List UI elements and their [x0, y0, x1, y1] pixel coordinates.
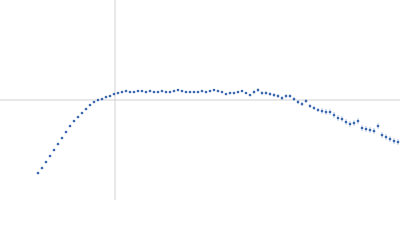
point [96, 98, 100, 102]
point [344, 120, 348, 124]
point [120, 90, 124, 94]
point [348, 122, 352, 126]
point [212, 88, 216, 92]
point [396, 140, 400, 144]
point [104, 95, 108, 99]
point [336, 116, 340, 120]
point [136, 89, 140, 93]
point [152, 90, 156, 94]
point [236, 90, 240, 94]
point [328, 110, 332, 114]
point [40, 166, 44, 170]
point [192, 90, 196, 94]
point [208, 89, 212, 93]
point [260, 91, 264, 95]
chart [0, 0, 400, 200]
point [48, 154, 52, 158]
point [244, 91, 248, 95]
point [248, 93, 252, 97]
point [92, 100, 96, 104]
point [296, 100, 300, 104]
point [124, 89, 128, 93]
point [224, 92, 228, 96]
point [196, 90, 200, 94]
point [76, 115, 80, 119]
point [200, 89, 204, 93]
point [204, 90, 208, 94]
point [312, 106, 316, 110]
point [308, 104, 312, 108]
point [148, 89, 152, 93]
point [216, 89, 220, 93]
point [392, 139, 396, 143]
point [232, 91, 236, 95]
point [132, 90, 136, 94]
point [160, 89, 164, 93]
point [168, 90, 172, 94]
point [72, 119, 76, 123]
point [116, 91, 120, 95]
point [60, 136, 64, 140]
point [188, 90, 192, 94]
point [276, 94, 280, 98]
point [176, 88, 180, 92]
point [156, 90, 160, 94]
point [360, 126, 364, 130]
point [352, 121, 356, 125]
point [376, 124, 380, 128]
point [128, 90, 132, 94]
point [368, 128, 372, 132]
point [52, 148, 56, 152]
point [44, 160, 48, 164]
point [288, 94, 292, 98]
point [144, 90, 148, 94]
point [112, 92, 116, 96]
point [332, 113, 336, 117]
point [268, 92, 272, 96]
point [172, 89, 176, 93]
point [240, 89, 244, 93]
point [292, 97, 296, 101]
point [272, 93, 276, 97]
point [68, 124, 72, 128]
point [80, 111, 84, 115]
point [100, 97, 104, 101]
point [252, 90, 256, 94]
point [304, 99, 308, 103]
point [356, 119, 360, 123]
point [108, 94, 112, 98]
point [320, 109, 324, 113]
point [316, 108, 320, 112]
point [264, 91, 268, 95]
point [164, 90, 168, 94]
point [84, 107, 88, 111]
point [88, 103, 92, 107]
point [388, 137, 392, 141]
point [256, 88, 260, 92]
point [180, 89, 184, 93]
point [36, 171, 40, 175]
point [220, 90, 224, 94]
point [284, 94, 288, 98]
point [64, 130, 68, 134]
point [372, 129, 376, 133]
point [340, 117, 344, 121]
point [324, 110, 328, 114]
point [184, 90, 188, 94]
point [280, 96, 284, 100]
point [300, 102, 304, 106]
point [228, 91, 232, 95]
point [56, 142, 60, 146]
point [140, 89, 144, 93]
point [384, 135, 388, 139]
point [364, 127, 368, 131]
point [380, 133, 384, 137]
